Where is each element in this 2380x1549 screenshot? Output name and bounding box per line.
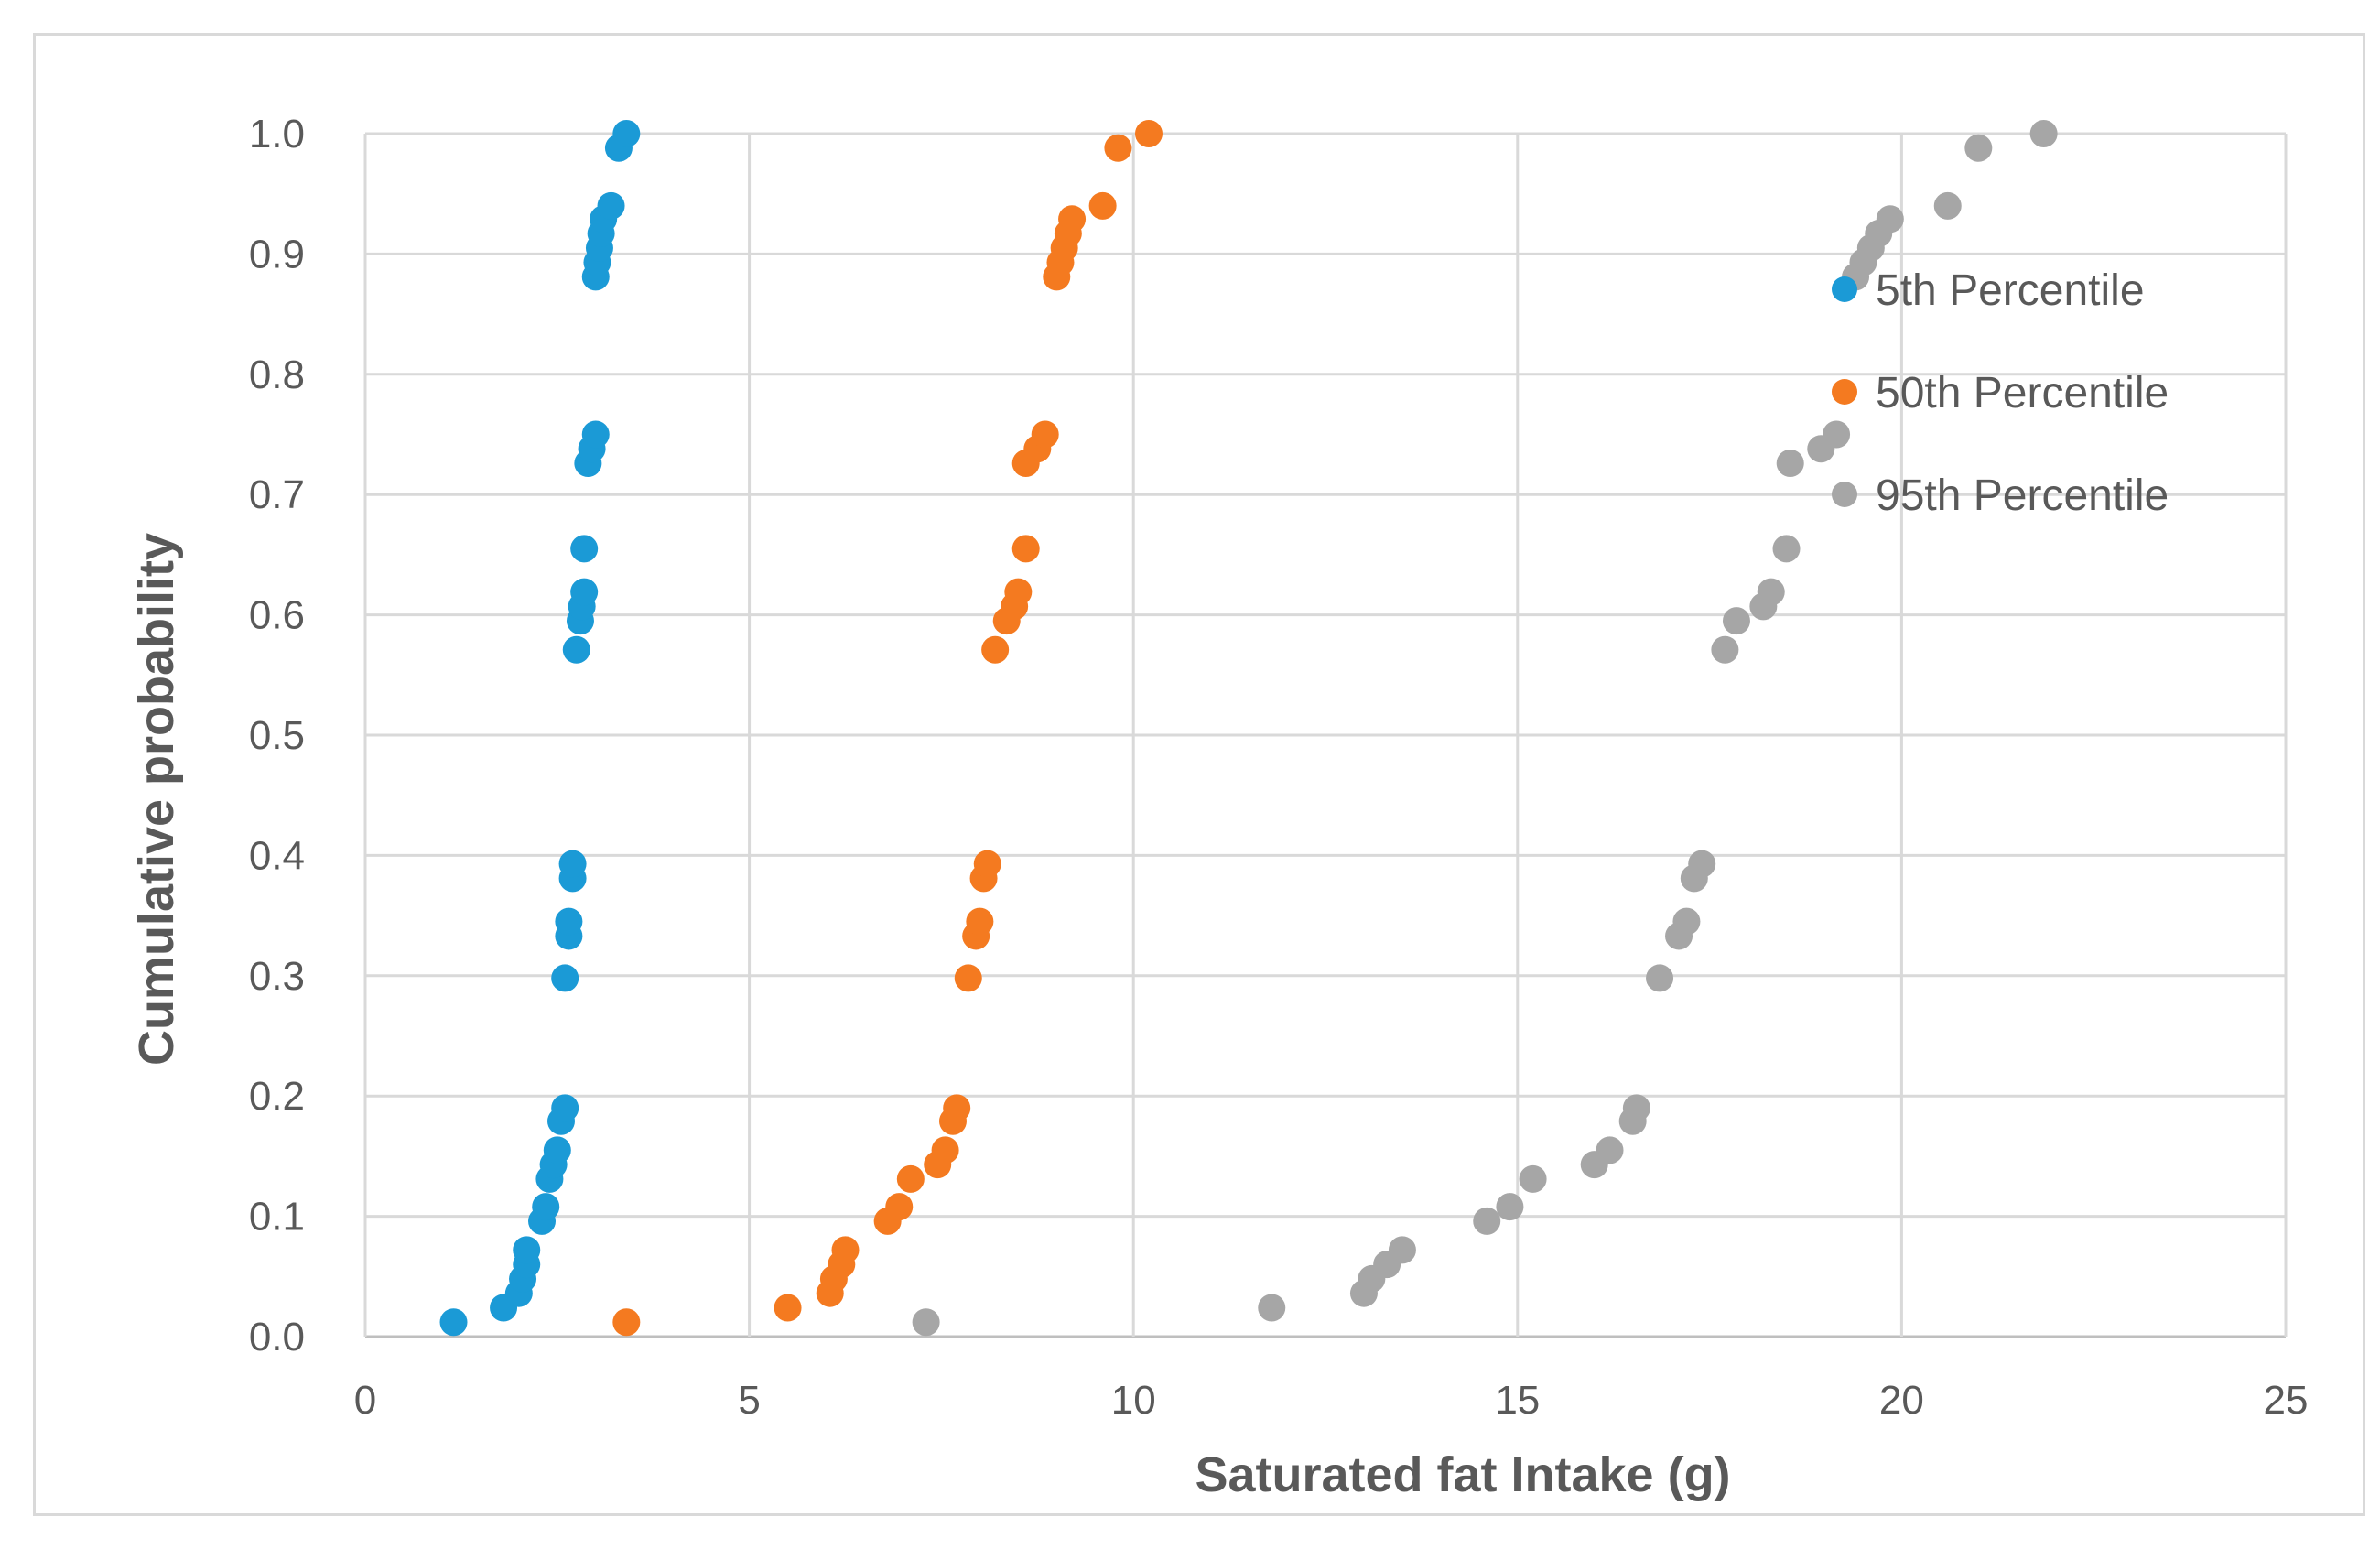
series-50th-percentile xyxy=(612,120,1163,1337)
legend-label: 50th Percentile xyxy=(1876,369,2169,417)
data-point xyxy=(1622,1094,1650,1122)
x-tick-label: 15 xyxy=(1495,1378,1540,1423)
data-point xyxy=(1088,191,1117,220)
data-point xyxy=(1388,1236,1416,1264)
x-tick-label: 0 xyxy=(354,1378,376,1423)
data-point xyxy=(1933,191,1962,220)
legend-marker xyxy=(1832,379,1857,405)
data-point xyxy=(555,907,583,936)
legend: 5th Percentile 50th Percentile 95th Percen… xyxy=(1832,266,2169,520)
legend-label: 95th Percentile xyxy=(1876,471,2169,520)
data-point xyxy=(543,1136,571,1164)
data-point xyxy=(570,578,599,606)
data-point xyxy=(896,1164,925,1193)
data-point xyxy=(1104,134,1132,162)
x-tick-label: 25 xyxy=(2264,1378,2309,1423)
y-tick-label: 1.0 xyxy=(249,112,305,157)
x-tick-label: 20 xyxy=(1879,1378,1924,1423)
data-point xyxy=(513,1236,541,1264)
data-point xyxy=(912,1308,940,1337)
data-point xyxy=(1823,420,1851,449)
data-point xyxy=(2029,120,2058,147)
data-point xyxy=(439,1308,468,1337)
y-tick-label: 0.8 xyxy=(249,352,305,397)
y-axis-title: Cumulative probability xyxy=(129,533,184,1066)
data-point xyxy=(943,1094,971,1122)
data-point xyxy=(1058,205,1087,233)
data-point xyxy=(931,1136,959,1164)
data-point xyxy=(885,1193,914,1221)
data-point xyxy=(1519,1164,1547,1193)
data-point xyxy=(1258,1294,1286,1322)
data-point xyxy=(551,1094,579,1122)
data-point xyxy=(562,635,590,664)
series-95th-percentile xyxy=(912,120,2058,1337)
gridlines xyxy=(363,132,2288,1338)
data-point xyxy=(1876,205,1904,233)
y-tick-label: 0.5 xyxy=(249,713,305,758)
data-point xyxy=(1688,850,1716,878)
data-point xyxy=(954,964,982,992)
data-point xyxy=(1772,535,1801,563)
y-tick-label: 0.9 xyxy=(249,232,305,276)
scatter-chart: 0.0 0.1 0.2 0.3 0.4 0.5 0.6 0.7 0.8 0.9 1.0 0 5 10 15 2… xyxy=(129,112,2309,1502)
data-point xyxy=(831,1236,860,1264)
tick-labels: 0.0 0.1 0.2 0.3 0.4 0.5 0.6 0.7 0.8 0.9 1.0 0 5 10 15 2… xyxy=(249,112,2309,1423)
legend-label: 5th Percentile xyxy=(1876,266,2145,315)
x-tick-label: 10 xyxy=(1111,1378,1156,1423)
data-point xyxy=(551,964,579,992)
data-point xyxy=(1012,535,1040,563)
data-point xyxy=(532,1193,560,1221)
y-tick-label: 0.1 xyxy=(249,1195,305,1240)
y-tick-label: 0.6 xyxy=(249,593,305,638)
y-tick-label: 0.2 xyxy=(249,1074,305,1119)
data-point xyxy=(1711,635,1739,664)
data-point xyxy=(1722,607,1750,635)
y-tick-label: 0.4 xyxy=(249,833,305,878)
data-point xyxy=(612,120,641,147)
data-points xyxy=(439,120,2058,1337)
data-point xyxy=(981,635,1010,664)
data-point xyxy=(1134,120,1163,147)
legend-marker xyxy=(1832,482,1857,507)
x-tick-label: 5 xyxy=(738,1378,760,1423)
data-point xyxy=(1776,450,1804,478)
data-point xyxy=(1672,907,1701,936)
data-point xyxy=(1473,1207,1501,1235)
data-point xyxy=(1031,420,1059,449)
data-point xyxy=(973,850,1001,878)
data-point xyxy=(1757,578,1785,606)
data-point xyxy=(581,420,610,449)
y-tick-label: 0.0 xyxy=(249,1315,305,1359)
series-5th-percentile xyxy=(439,120,641,1337)
data-point xyxy=(1596,1136,1624,1164)
data-point xyxy=(1004,578,1033,606)
chart-frame: 0.0 0.1 0.2 0.3 0.4 0.5 0.6 0.7 0.8 0.9 1.0 0 5 10 15 2… xyxy=(33,33,2365,1516)
data-point xyxy=(597,191,625,220)
y-tick-label: 0.7 xyxy=(249,472,305,517)
data-point xyxy=(1964,134,1993,162)
data-point xyxy=(558,850,587,878)
data-point xyxy=(1496,1193,1524,1221)
x-axis-title: Saturated fat Intake (g) xyxy=(1195,1447,1730,1502)
data-point xyxy=(1646,964,1674,992)
data-point xyxy=(612,1308,641,1337)
data-point xyxy=(966,907,994,936)
data-point xyxy=(570,535,599,563)
data-point xyxy=(774,1294,802,1322)
legend-marker xyxy=(1832,276,1857,302)
y-tick-label: 0.3 xyxy=(249,954,305,999)
